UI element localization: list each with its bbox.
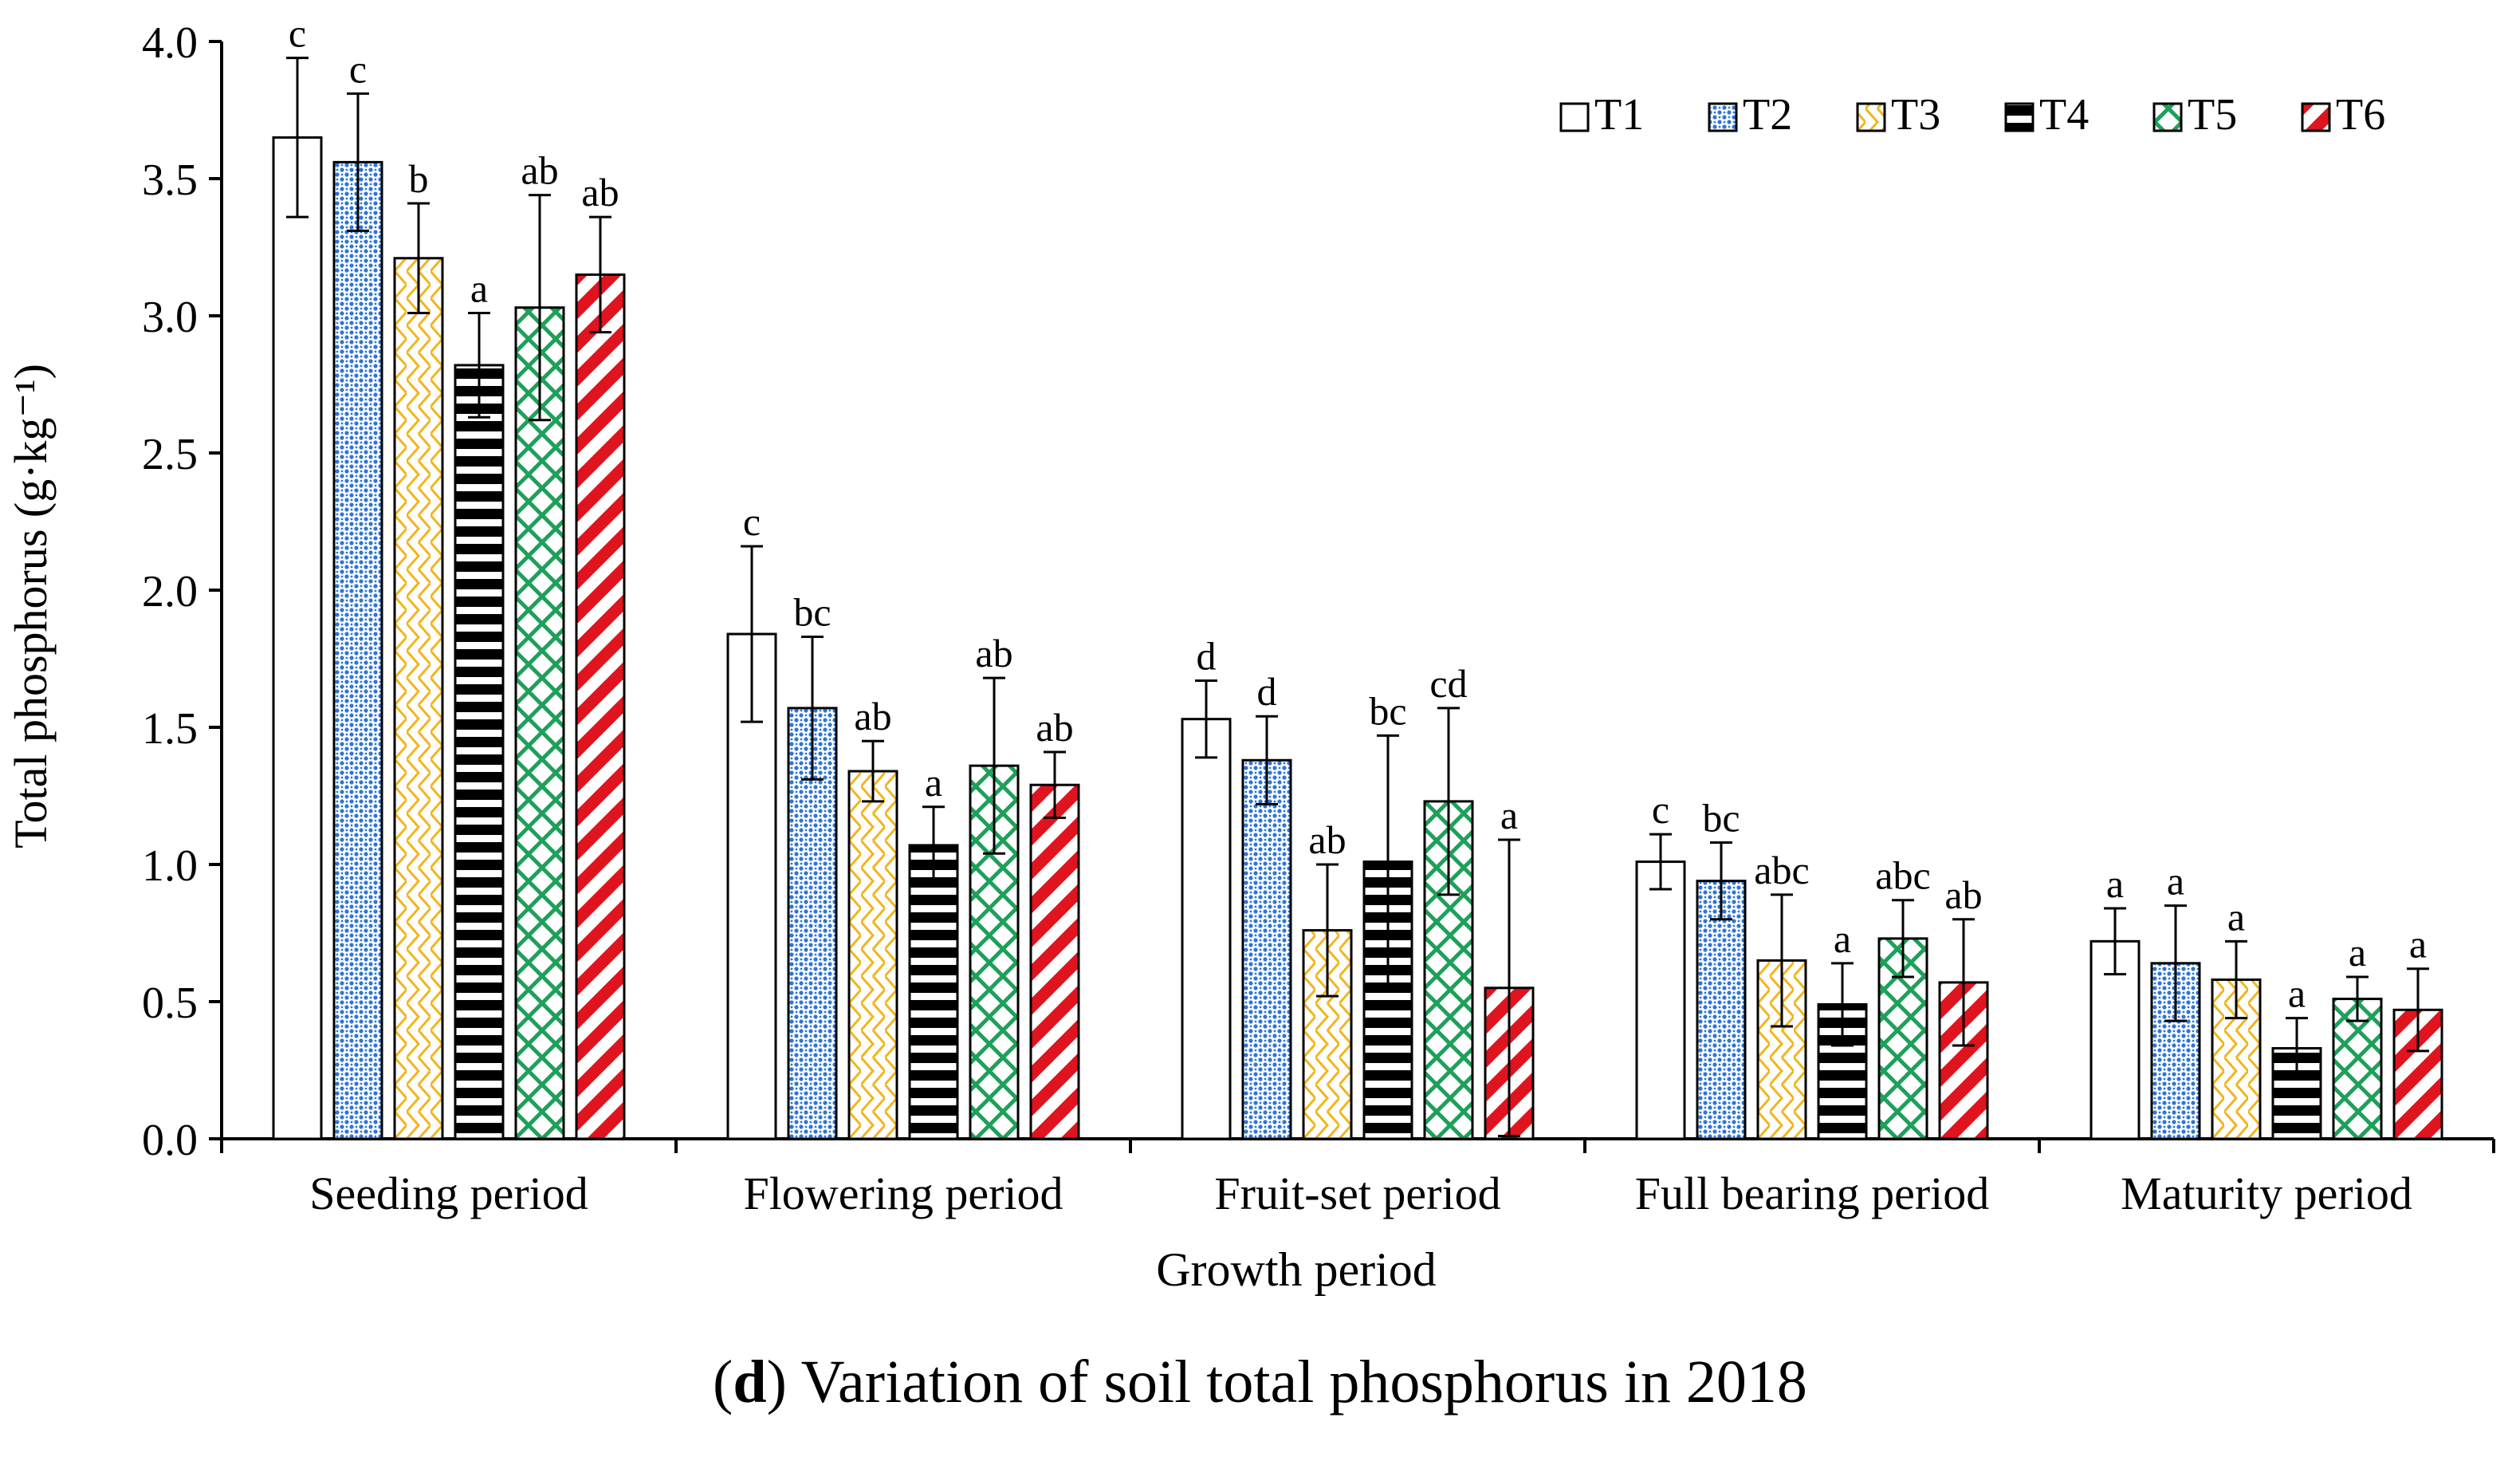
significance-letter: abc	[1875, 853, 1930, 898]
significance-letter: b	[409, 156, 429, 201]
axes: 0.0 0.5 1.0 1.5 2.0 2.5 3.0 3.5 4.0 Seeding perio…	[142, 18, 2495, 1219]
bars	[272, 136, 2443, 1140]
legend-swatch-t2	[1708, 102, 1738, 132]
y-tick-label: 1.0	[142, 841, 198, 891]
x-tick-label: Flowering period	[743, 1168, 1063, 1219]
significance-letter: a	[2409, 922, 2427, 967]
significance-letter: a	[2288, 971, 2306, 1016]
significance-letter: ab	[1308, 817, 1346, 862]
bar-t2	[1241, 758, 1292, 1140]
significance-letter: d	[1257, 669, 1277, 714]
x-tick-label: Fruit-set period	[1214, 1168, 1500, 1219]
legend-label-t5: T5	[2188, 90, 2237, 140]
significance-letter: bc	[1702, 795, 1740, 840]
bar-t1	[1635, 860, 1686, 1140]
bar-t3	[393, 257, 444, 1140]
y-tick-label: 1.5	[142, 704, 198, 754]
significance-letter: ab	[581, 170, 619, 215]
y-tick-label: 3.0	[142, 293, 198, 342]
x-tick-label: Full bearing period	[1635, 1168, 1990, 1219]
legend-label-t6: T6	[2336, 90, 2385, 140]
significance-letter: a	[2106, 861, 2124, 906]
significance-letter: a	[1834, 916, 1851, 961]
y-axis-title: Total phosphorus (g·kg⁻¹)	[5, 364, 57, 849]
bar-t5	[514, 306, 565, 1140]
significance-letter: ab	[854, 694, 891, 738]
significance-letter: cd	[1429, 661, 1467, 706]
x-tick-label: Seeding period	[309, 1168, 588, 1219]
y-tick-label: 4.0	[142, 18, 198, 68]
significance-letter: bc	[1369, 688, 1406, 733]
legend-swatch-t1	[1559, 102, 1590, 132]
figure-caption: (d) Variation of soil total phosphorus i…	[713, 1349, 1807, 1416]
significance-letter: bc	[793, 589, 831, 634]
significance-letter: ab	[1944, 872, 1982, 917]
significance-letter: c	[349, 46, 367, 91]
significance-letter: c	[289, 11, 306, 56]
bar-t6	[575, 273, 626, 1140]
bar-t4	[454, 364, 505, 1140]
error-bars	[286, 57, 2429, 1138]
bar-t4	[908, 844, 959, 1140]
significance-letter: ab	[1036, 705, 1073, 750]
caption-text: Variation of soil total phosphorus in 20…	[800, 1349, 1807, 1416]
y-tick-label: 2.5	[142, 430, 198, 479]
x-tick-label: Maturity period	[2121, 1168, 2412, 1219]
y-tick-label: 0.5	[142, 979, 198, 1028]
significance-letter: abc	[1754, 848, 1809, 892]
significance-letter: a	[470, 266, 488, 311]
caption-label: d	[733, 1349, 767, 1416]
x-axis-title: Growth period	[1156, 1243, 1437, 1296]
bar-t2	[1696, 880, 1747, 1140]
legend-swatch-t6	[2301, 102, 2331, 132]
significance-letter: a	[925, 760, 942, 805]
bar-t2	[332, 160, 383, 1140]
significance-letter: a	[2167, 859, 2184, 904]
significance-letter: c	[743, 499, 761, 544]
bar-t1	[1181, 718, 1232, 1140]
bar-t1	[272, 136, 323, 1140]
significance-letters: ccdcacbcdbcababababcaaabcaaababcdabcaaba…	[289, 11, 2427, 1016]
significance-letter: a	[2349, 930, 2366, 975]
legend-swatch-t4	[2004, 102, 2034, 132]
bar-t6	[1029, 783, 1080, 1140]
legend-label-t2: T2	[1743, 90, 1792, 140]
y-tick-label: 0.0	[142, 1116, 198, 1165]
legend-label-t3: T3	[1891, 90, 1940, 140]
significance-letter: a	[2227, 894, 2245, 939]
legend-label-t4: T4	[2039, 90, 2089, 140]
significance-letter: c	[1652, 787, 1669, 832]
significance-letter: d	[1197, 634, 1217, 679]
bar-t3	[847, 770, 898, 1140]
significance-letter: ab	[975, 631, 1012, 675]
legend-swatch-t5	[2152, 102, 2183, 132]
bar-t5	[969, 764, 1020, 1140]
y-tick-label: 2.0	[142, 567, 198, 616]
legend: T1 T2 T3 T4 T5 T6	[1559, 90, 2385, 140]
significance-letter: ab	[521, 148, 558, 193]
legend-swatch-t3	[1856, 102, 1886, 132]
significance-letter: a	[1500, 793, 1518, 837]
y-tick-label: 3.5	[142, 156, 198, 205]
legend-label-t1: T1	[1594, 90, 1644, 140]
